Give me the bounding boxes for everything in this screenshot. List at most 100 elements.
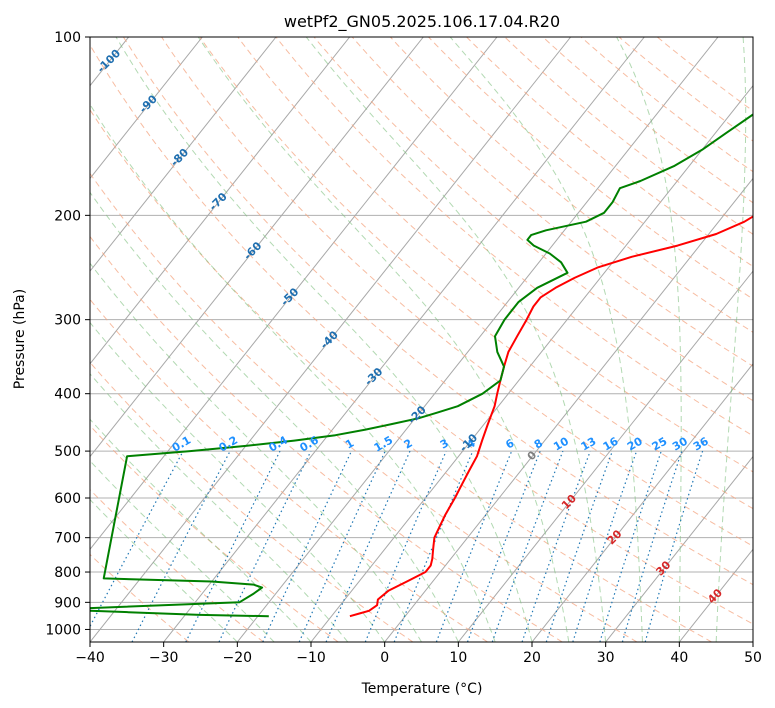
dry-adiabat-line	[237, 37, 753, 473]
dry-adiabat-line	[656, 37, 753, 112]
background-lines	[90, 37, 753, 642]
moist-adiabat-line	[90, 418, 312, 642]
y-axis-label: Pressure (hPa)	[12, 289, 28, 389]
isotherm-line	[310, 84, 753, 642]
isotherm-label: -30	[362, 365, 385, 388]
y-tick-label: 1000	[45, 622, 81, 638]
isotherm-label: -70	[207, 190, 230, 213]
dry-adiabat-line	[161, 37, 753, 547]
moist-adiabat-line	[115, 37, 533, 642]
y-axis: 100 200 300 400 500 600 700 800 900 1000	[45, 30, 90, 638]
x-tick-label: 10	[449, 650, 467, 666]
y-tick-label: 300	[54, 313, 81, 329]
dry-adiabat-line	[90, 44, 753, 625]
chart-title: wetPf2_GN05.2025.106.17.04.R20	[284, 12, 560, 32]
y-tick-label: 800	[54, 565, 81, 581]
isotherm-line	[236, 37, 719, 642]
isotherm-label: -50	[278, 285, 301, 308]
plot-frame	[89, 36, 754, 643]
isotherm-line	[90, 37, 351, 365]
dry-adiabat-line	[466, 37, 753, 267]
moist-adiabat-line	[616, 37, 682, 642]
x-tick-label: 50	[744, 650, 762, 666]
moist-adiabat-line	[90, 191, 459, 642]
isotherm-line	[90, 37, 277, 272]
isotherm-line	[90, 37, 203, 180]
mixing-ratio-line	[621, 450, 683, 642]
mixing-ratio-line	[325, 450, 411, 642]
dewpoint-line	[90, 113, 753, 618]
dry-adiabat-line	[275, 37, 753, 437]
mixing-ratio-line	[599, 450, 662, 642]
isotherm-line	[384, 177, 753, 642]
dry-adiabat-line	[504, 37, 753, 235]
dry-adiabat-line	[122, 37, 753, 586]
mixing-ratio-line	[262, 450, 353, 642]
x-tick-label: 20	[523, 650, 541, 666]
y-tick-label: 400	[54, 387, 81, 403]
x-axis: −40 −30 −20 −10 0 10 20 30 40 50	[75, 642, 762, 666]
y-tick-label: 700	[54, 531, 81, 547]
isotherm-label: 20	[605, 527, 625, 547]
y-tick-label: 600	[54, 491, 81, 507]
mixing-ratio-line	[218, 450, 312, 642]
dry-adiabat-line	[90, 553, 190, 642]
x-tick-label: −30	[149, 650, 179, 666]
isotherm-line	[457, 270, 753, 642]
x-axis-label: Temperature (°C)	[361, 681, 483, 697]
mixing-ratio-label: 6	[503, 436, 516, 451]
mixing-ratio-label: 3	[438, 437, 451, 452]
data-lines	[90, 113, 753, 618]
mixing-ratio-line	[393, 450, 474, 642]
mixing-ratio-label: 2	[402, 437, 415, 452]
moist-adiabat-line	[305, 37, 607, 642]
mixing-ratio-line	[644, 450, 704, 642]
isotherm-line	[90, 37, 498, 551]
x-tick-label: −20	[223, 650, 253, 666]
moist-adiabat-line	[449, 37, 643, 642]
dry-adiabat-line	[351, 37, 753, 367]
moist-adiabat-line	[90, 262, 422, 642]
mixing-ratio-line	[572, 450, 638, 642]
isotherm-label: -60	[241, 239, 264, 262]
mixing-ratio-line	[466, 450, 541, 642]
y-tick-label: 500	[54, 444, 81, 460]
isotherm-label: -90	[137, 92, 160, 115]
isotherm-label: -20	[406, 403, 429, 426]
dry-adiabat-line	[313, 37, 753, 402]
isotherm-label: -100	[95, 47, 124, 76]
moist-adiabat-line	[90, 373, 349, 642]
x-tick-label: −10	[296, 650, 326, 666]
dry-adiabat-line	[90, 488, 264, 642]
x-tick-label: −40	[75, 650, 105, 666]
isotherm-label: 30	[653, 558, 673, 578]
isotherm-line	[163, 37, 645, 642]
dry-adiabat-line	[542, 37, 753, 204]
isotherm-line	[752, 641, 753, 642]
dry-adiabat-line	[580, 37, 753, 173]
moist-adiabat-line	[715, 37, 747, 642]
moist-adiabat-line	[90, 460, 275, 642]
isotherm-line	[605, 455, 753, 642]
moist-adiabat-line	[197, 37, 570, 642]
y-tick-label: 200	[54, 208, 81, 224]
mixing-ratio-line	[435, 450, 513, 642]
dry-adiabat-line	[90, 424, 339, 642]
mixing-ratio-line	[90, 450, 184, 628]
isotherm-label: 10	[559, 492, 579, 512]
isotherm-label: -40	[318, 328, 341, 351]
mixing-ratio-line	[521, 450, 591, 642]
dry-adiabat-line	[90, 108, 712, 642]
dry-adiabat-line	[90, 235, 563, 642]
x-tick-label: 0	[380, 650, 389, 666]
dry-adiabat-line	[90, 298, 488, 642]
isotherm-label: -80	[168, 146, 191, 169]
isotherm-label: 40	[705, 586, 725, 606]
x-tick-label: 30	[597, 650, 615, 666]
isotherm-line	[531, 363, 753, 642]
dry-adiabat-line	[199, 37, 753, 510]
moist-adiabat-line	[90, 103, 496, 642]
moist-adiabat-line	[90, 498, 238, 642]
isotherm-line	[90, 37, 424, 458]
